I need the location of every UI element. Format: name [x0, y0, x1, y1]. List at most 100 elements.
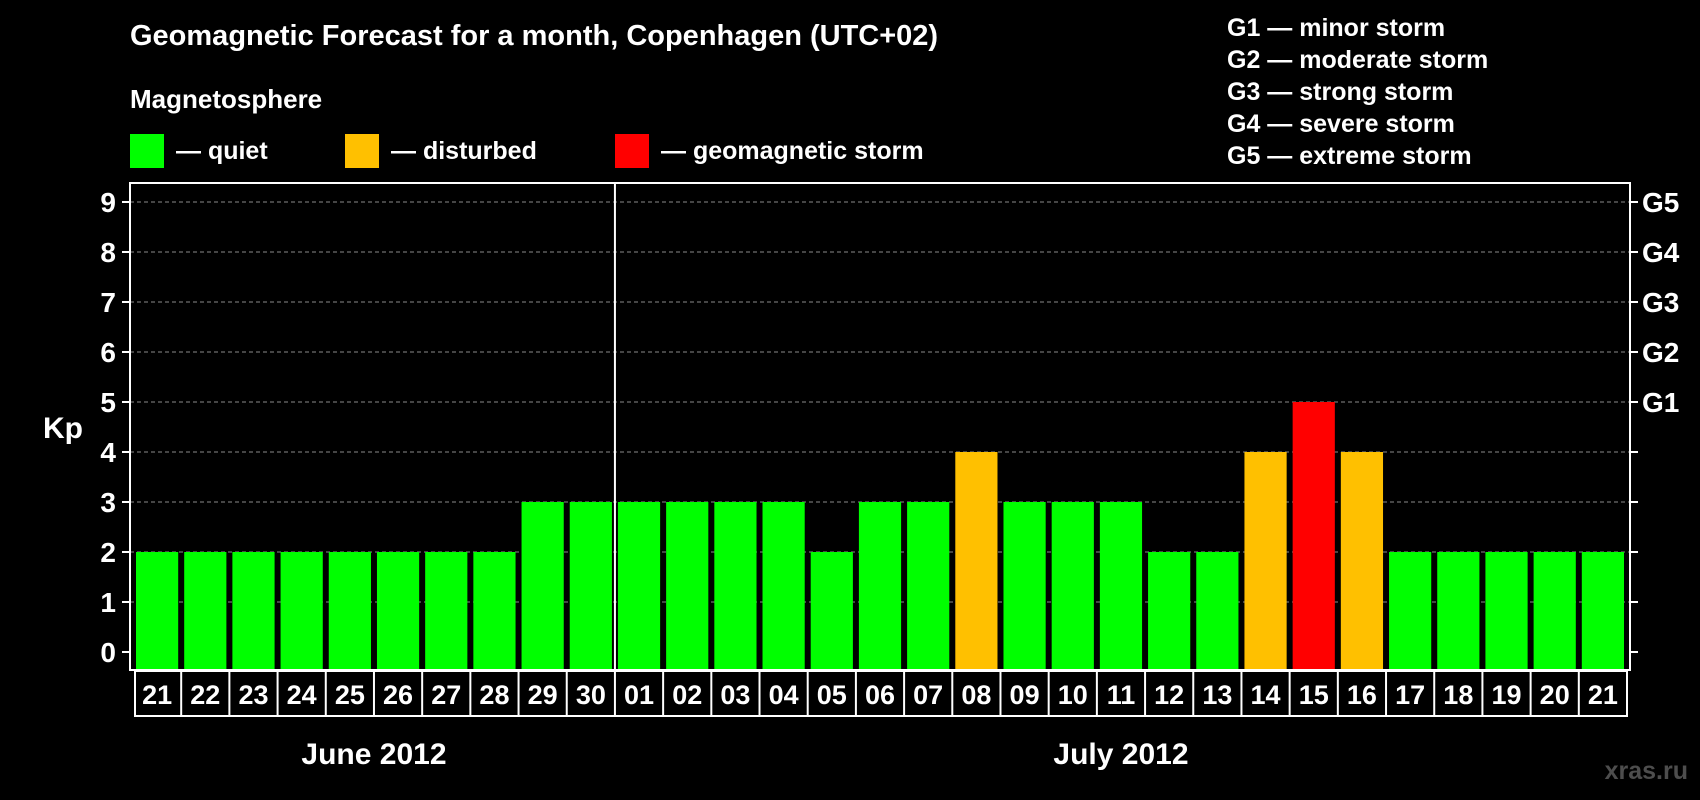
- bar-day-23: [1196, 552, 1239, 670]
- bar-day-16: [858, 502, 902, 670]
- storm-scale-g4: G4 — severe storm: [1227, 110, 1455, 138]
- bar-day-9: [521, 502, 564, 670]
- x-tick-label-14: 04: [769, 680, 799, 710]
- y-tick-label-7: 7: [100, 287, 116, 318]
- bar-day-4: [280, 552, 323, 670]
- storm-scale-g2: G2 — moderate storm: [1227, 46, 1489, 74]
- x-tick-label-22: 12: [1154, 680, 1184, 710]
- x-tick-label-27: 17: [1395, 680, 1425, 710]
- x-tick-label-17: 07: [913, 680, 943, 710]
- bar-day-24: [1244, 452, 1287, 670]
- bar-day-21: [1099, 502, 1143, 670]
- bar-day-27: [1389, 552, 1432, 670]
- bar-day-28: [1437, 552, 1480, 670]
- date-row-frame: [134, 670, 1628, 717]
- y-axis-label: Kp: [43, 412, 83, 445]
- legend-disturbed-label: — disturbed: [391, 136, 537, 165]
- x-tick-label-16: 06: [865, 680, 895, 710]
- bar-day-20: [1051, 502, 1094, 670]
- legend-quiet-swatch: [130, 134, 164, 168]
- right-tick-label-g1: G1: [1642, 387, 1679, 418]
- bar-day-17: [907, 502, 950, 670]
- chart-title: Geomagnetic Forecast for a month, Copenh…: [130, 20, 939, 52]
- right-tick-label-g2: G2: [1642, 337, 1679, 368]
- y-tick-label-0: 0: [100, 637, 116, 668]
- bar-day-5: [328, 552, 371, 670]
- x-tick-label-1: 21: [142, 680, 172, 710]
- bar-day-8: [473, 552, 516, 670]
- y-tick-label-9: 9: [100, 187, 116, 218]
- x-tick-label-4: 24: [287, 680, 317, 710]
- x-tick-label-30: 20: [1540, 680, 1570, 710]
- bar-day-11: [617, 502, 661, 670]
- x-tick-label-15: 05: [817, 680, 847, 710]
- month-label-1: June 2012: [301, 738, 446, 771]
- bar-day-15: [810, 552, 853, 670]
- month-label-2: July 2012: [1053, 738, 1188, 771]
- legend-storm-swatch: [615, 134, 649, 168]
- bar-day-18: [955, 452, 998, 670]
- x-tick-label-26: 16: [1347, 680, 1377, 710]
- x-tick-label-23: 13: [1202, 680, 1232, 710]
- right-tick-label-g4: G4: [1642, 237, 1680, 268]
- legend-storm: — geomagnetic storm: [615, 134, 924, 168]
- bar-day-26: [1340, 452, 1384, 670]
- bar-day-1: [136, 552, 179, 670]
- x-tick-label-3: 23: [238, 680, 268, 710]
- x-tick-label-8: 28: [479, 680, 509, 710]
- x-tick-label-18: 08: [961, 680, 991, 710]
- x-tick-label-31: 21: [1588, 680, 1618, 710]
- bar-day-22: [1148, 552, 1191, 670]
- y-tick-label-1: 1: [100, 587, 116, 618]
- legend-storm-label: — geomagnetic storm: [661, 136, 924, 165]
- legend-heading: Magnetosphere: [130, 84, 323, 114]
- legend-quiet: — quiet: [130, 134, 268, 168]
- bar-day-14: [762, 502, 805, 670]
- x-tick-label-13: 03: [720, 680, 750, 710]
- storm-scale-g5: G5 — extreme storm: [1227, 142, 1472, 170]
- bar-day-10: [569, 502, 612, 670]
- bar-day-19: [1003, 502, 1046, 670]
- y-tick-label-6: 6: [100, 337, 116, 368]
- y-tick-label-4: 4: [100, 437, 116, 468]
- storm-scale-list: G1 — minor storm G2 — moderate storm G3 …: [1227, 12, 1488, 172]
- y-tick-label-5: 5: [100, 387, 116, 418]
- bar-day-31: [1581, 552, 1624, 670]
- y-tick-label-3: 3: [100, 487, 116, 518]
- x-tick-label-6: 26: [383, 680, 413, 710]
- x-tick-label-11: 01: [624, 680, 654, 710]
- bar-day-29: [1485, 552, 1528, 670]
- bar-day-3: [232, 552, 275, 670]
- bar-day-7: [425, 552, 468, 670]
- x-tick-label-28: 18: [1443, 680, 1473, 710]
- x-tick-label-29: 19: [1491, 680, 1521, 710]
- storm-scale-g1: G1 — minor storm: [1227, 14, 1446, 42]
- x-tick-label-24: 14: [1251, 680, 1281, 710]
- bar-day-13: [714, 502, 757, 670]
- bar-day-6: [376, 552, 420, 670]
- x-tick-label-7: 27: [431, 680, 461, 710]
- legend-disturbed-swatch: [345, 134, 379, 168]
- y-tick-label-2: 2: [100, 537, 116, 568]
- legend-disturbed: — disturbed: [345, 134, 537, 168]
- x-tick-label-21: 11: [1107, 680, 1136, 710]
- bar-day-25: [1292, 402, 1335, 670]
- right-tick-label-g3: G3: [1642, 287, 1679, 318]
- watermark: xras.ru: [1604, 757, 1688, 785]
- x-tick-label-5: 25: [335, 680, 365, 710]
- bar-day-2: [184, 552, 227, 670]
- storm-scale-g3: G3 — strong storm: [1227, 78, 1454, 106]
- x-tick-label-12: 02: [672, 680, 702, 710]
- bar-day-12: [666, 502, 709, 670]
- right-tick-label-g5: G5: [1642, 187, 1679, 218]
- x-tick-label-25: 15: [1299, 680, 1329, 710]
- x-tick-label-9: 29: [528, 680, 558, 710]
- x-tick-label-10: 30: [576, 680, 606, 710]
- x-tick-label-19: 09: [1010, 680, 1040, 710]
- bar-day-30: [1533, 552, 1576, 670]
- y-tick-label-8: 8: [100, 237, 116, 268]
- legend-quiet-label: — quiet: [176, 136, 268, 165]
- x-tick-label-2: 22: [190, 680, 220, 710]
- x-tick-label-20: 10: [1058, 680, 1088, 710]
